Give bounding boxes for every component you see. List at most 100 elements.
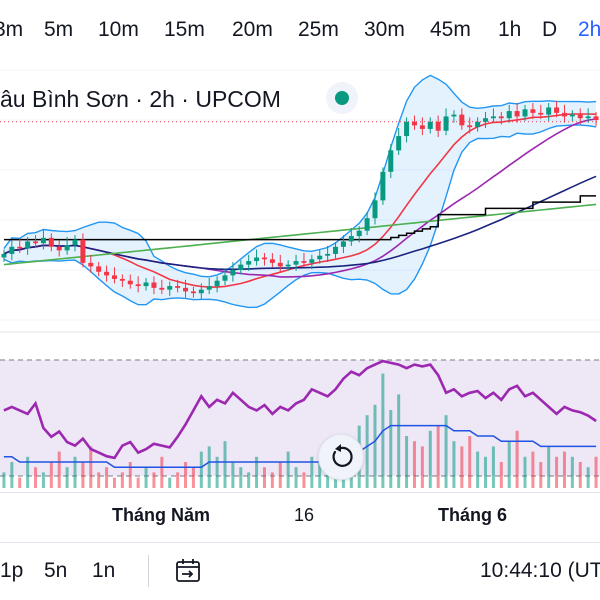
- candle-body: [80, 239, 86, 263]
- volume-bar: [586, 467, 590, 488]
- candle-body: [411, 121, 417, 126]
- range-button-5n[interactable]: 5n: [44, 559, 68, 582]
- chart-area[interactable]: [0, 64, 600, 542]
- stepped-ma-line: [3, 195, 597, 241]
- range-button-1p[interactable]: 1p: [0, 559, 24, 582]
- symbol-legend-title[interactable]: âu Bình Sơn · 2h · UPCOM: [0, 86, 285, 113]
- candle-body: [277, 262, 283, 267]
- timezone-clock[interactable]: 10:44:10 (UT: [480, 559, 600, 582]
- volume-bar: [499, 462, 503, 488]
- candle-body: [348, 236, 354, 242]
- candle-body: [1, 253, 7, 258]
- timeframe-1h[interactable]: 1h: [498, 18, 522, 41]
- volume-bar: [365, 415, 369, 488]
- candle-body: [127, 280, 133, 285]
- candle-body: [17, 246, 23, 249]
- timeframe-3m[interactable]: 3m: [0, 18, 24, 41]
- ma-green-line: [3, 203, 597, 266]
- volume-bar: [405, 436, 409, 488]
- timeframe-25m[interactable]: 25m: [298, 18, 339, 41]
- candle-body: [238, 264, 244, 270]
- reset-chart-button[interactable]: [318, 434, 364, 480]
- candle-body: [230, 270, 236, 276]
- timeframe-10m[interactable]: 10m: [98, 18, 139, 41]
- volume-bar: [389, 410, 393, 488]
- volume-bar: [484, 456, 488, 488]
- timeframe-D[interactable]: D: [542, 18, 558, 41]
- volume-bar: [57, 451, 61, 488]
- volume-bar: [34, 467, 38, 488]
- candle-body: [56, 246, 62, 251]
- volume-bar: [515, 430, 519, 488]
- volume-bar: [176, 472, 180, 488]
- volume-bar: [2, 472, 6, 488]
- volume-bar: [278, 462, 282, 488]
- volume-bar: [318, 462, 322, 488]
- timeframe-30m[interactable]: 30m: [364, 18, 405, 41]
- candle-body: [285, 264, 291, 267]
- volume-bar: [247, 472, 251, 488]
- volume-bar: [507, 441, 511, 488]
- volume-bar: [468, 436, 472, 488]
- candle-body: [483, 118, 489, 122]
- candle-body: [443, 116, 449, 131]
- volume-bar: [262, 467, 266, 488]
- volume-bar: [373, 404, 377, 488]
- time-axis-label: Tháng 6: [438, 505, 508, 525]
- candle-body: [135, 284, 141, 287]
- candle-body: [356, 230, 362, 237]
- candle-body: [467, 125, 473, 128]
- candle-body: [246, 261, 252, 265]
- volume-bar: [160, 456, 164, 488]
- market-status-indicator[interactable]: [326, 82, 358, 114]
- volume-bar: [215, 456, 219, 488]
- timeframe-20m[interactable]: 20m: [232, 18, 273, 41]
- candle-body: [159, 287, 165, 290]
- bollinger-lower-line: [3, 124, 597, 309]
- candle-body: [88, 262, 94, 267]
- candle-body: [554, 107, 560, 113]
- candle-body: [40, 237, 46, 244]
- time-axis-label: 16: [294, 505, 315, 525]
- candle-body: [111, 275, 117, 279]
- range-button-1n[interactable]: 1n: [92, 559, 116, 582]
- candle-body: [269, 259, 275, 263]
- timeframe-45m[interactable]: 45m: [430, 18, 471, 41]
- volume-bar: [452, 441, 456, 488]
- candle-body: [325, 253, 331, 256]
- volume-ma-line: [3, 424, 597, 468]
- calendar-goto-icon[interactable]: [172, 555, 204, 587]
- candle-body: [9, 246, 15, 254]
- timeframe-15m[interactable]: 15m: [164, 18, 205, 41]
- volume-bar: [18, 477, 22, 488]
- volume-bar: [270, 472, 274, 488]
- candle-body: [190, 291, 196, 294]
- time-axis[interactable]: Tháng Năm 16 Tháng 6: [0, 492, 600, 532]
- volume-bar: [294, 467, 298, 488]
- volume-bar: [547, 446, 551, 488]
- price-chart[interactable]: [0, 64, 600, 492]
- volume-bar: [89, 446, 93, 488]
- volume-bar: [460, 446, 464, 488]
- candle-body: [506, 111, 512, 119]
- volume-bar: [286, 451, 290, 488]
- timeframe-5m[interactable]: 5m: [44, 18, 74, 41]
- candle-body: [301, 261, 307, 263]
- volume-bar: [562, 451, 566, 488]
- volume-bar: [168, 477, 172, 488]
- oscillator-line: [3, 359, 597, 460]
- candle-body: [167, 286, 173, 290]
- timeframe-2h[interactable]: 2h: [578, 18, 600, 41]
- volume-bar: [570, 456, 574, 488]
- volume-bar: [223, 441, 227, 488]
- volume-bar: [184, 462, 188, 488]
- volume-bar: [41, 472, 45, 488]
- candle-body: [459, 114, 465, 126]
- volume-bar: [523, 456, 527, 488]
- time-axis-label: Tháng Năm: [112, 505, 211, 525]
- timeframe-bar: 3m 5m 10m 15m 20m 25m 30m 45m 1h D 2h: [0, 0, 600, 64]
- candle-body: [261, 257, 267, 260]
- volume-bar: [65, 467, 69, 488]
- candle-body: [151, 282, 157, 288]
- candle-body: [451, 114, 457, 117]
